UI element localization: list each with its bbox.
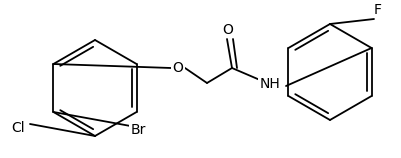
Text: Br: Br [130,123,145,137]
Text: O: O [222,23,233,37]
Text: NH: NH [259,77,279,91]
Text: F: F [373,3,381,17]
Text: Cl: Cl [11,121,25,135]
Text: O: O [172,61,183,75]
